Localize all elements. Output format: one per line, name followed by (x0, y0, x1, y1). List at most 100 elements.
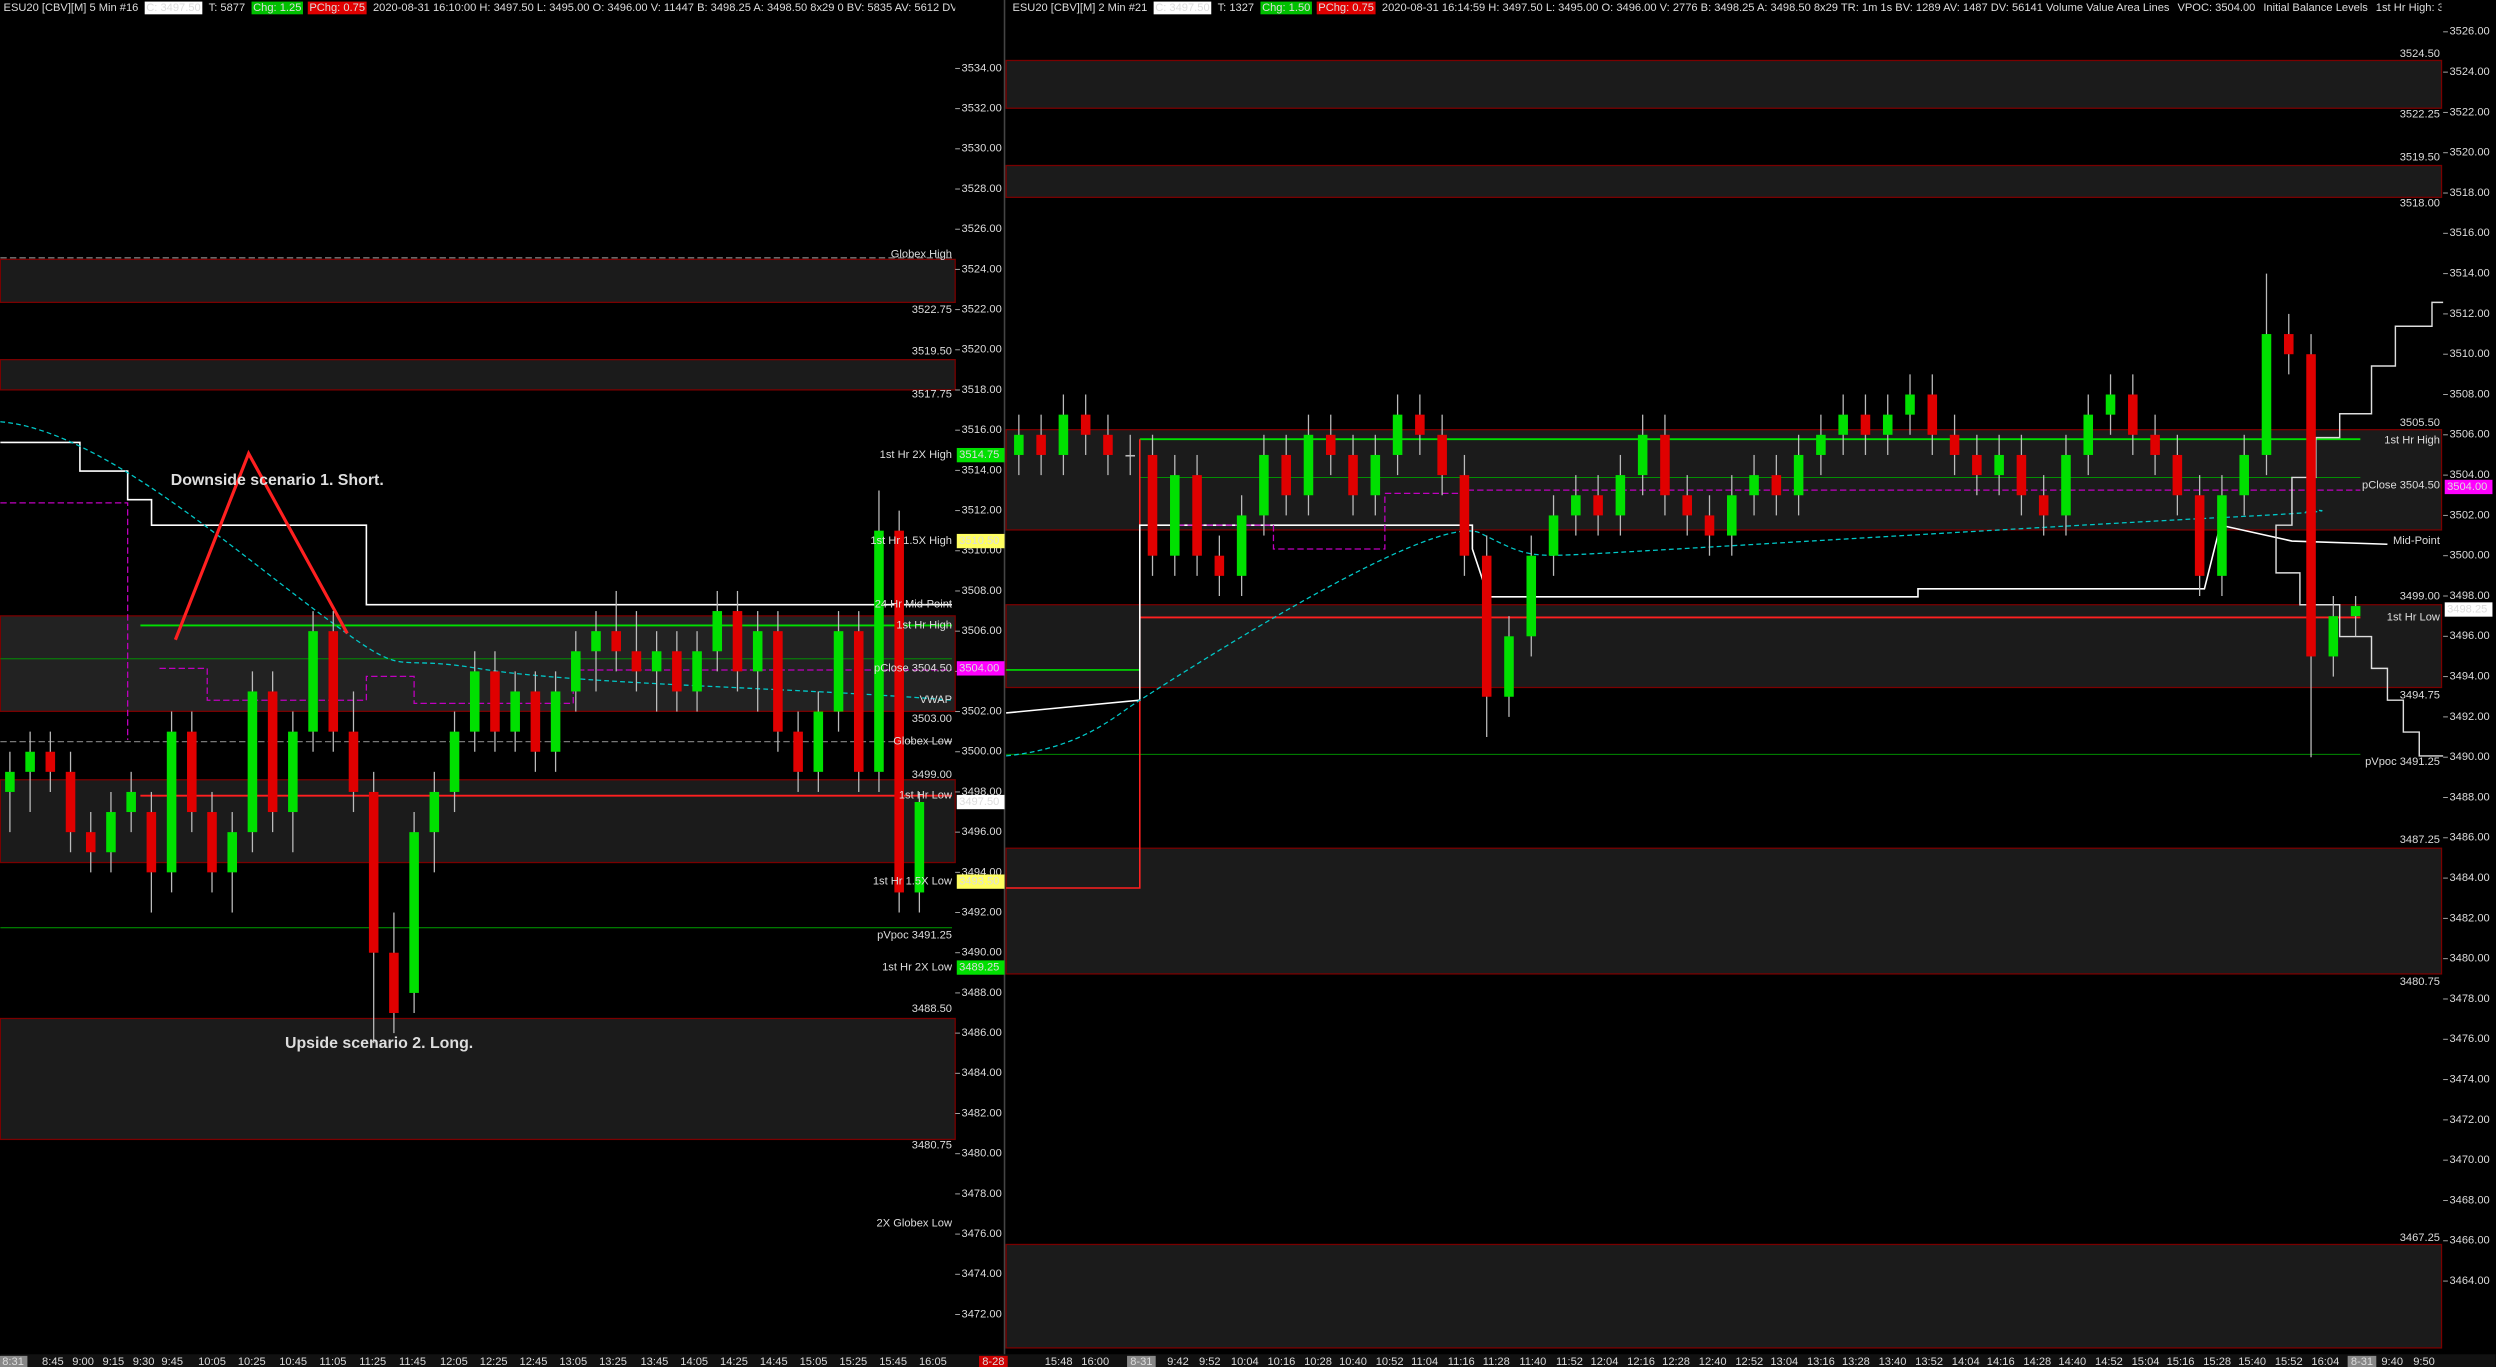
y-tick-label: 3522.00 (2449, 106, 2489, 118)
candle-body (1615, 475, 1626, 516)
y-tick-label: 3516.00 (2449, 227, 2489, 239)
y-tick-label: 3486.00 (2449, 832, 2489, 844)
y-tick-label: 3514.00 (2449, 268, 2489, 280)
candle-body (2172, 454, 2183, 496)
y-tick-label: 3480.00 (2449, 953, 2489, 965)
y-tick-label: 3470.00 (2449, 1154, 2489, 1166)
candle-body (490, 671, 500, 732)
header-text: PChg: 0.75 (1318, 2, 1374, 14)
y-tick-label: 3508.00 (2449, 388, 2489, 400)
y-tick-label: 3468.00 (2449, 1194, 2489, 1206)
candle-body (1771, 475, 1782, 496)
candle-body (65, 771, 76, 833)
candle-body (25, 751, 35, 772)
y-tick-label: 3532.00 (962, 103, 1002, 115)
price-badge-label: 3497.50 (959, 796, 999, 808)
candle-body (914, 801, 925, 893)
y-tick-label: 3508.00 (962, 585, 1002, 597)
candle-body (85, 832, 96, 853)
x-tick-label: 15:45 (879, 1356, 907, 1367)
candle-body (1571, 495, 1581, 516)
candle-body (732, 611, 743, 672)
x-tick-badge (2347, 1355, 2377, 1367)
candle-body (2306, 354, 2316, 657)
y-tick-label: 3514.00 (962, 464, 1002, 476)
candle-body (1080, 414, 1091, 435)
y-tick-label: 3506.00 (962, 625, 1002, 637)
level-label: 1st Hr 1.5X Low (873, 876, 953, 888)
candle-body (1147, 454, 1158, 556)
annotation: Upside scenario 2. Long. (285, 1035, 473, 1052)
candle-body (187, 731, 197, 813)
x-tick-label: 15:52 (2275, 1356, 2303, 1367)
level-label: 1st Hr High (2384, 435, 2440, 447)
y-tick-label: 3502.00 (2449, 509, 2489, 521)
level-label: Globex High (891, 249, 952, 261)
candle-body (833, 631, 844, 712)
x-tick-label: 11:04 (1411, 1356, 1438, 1367)
level-label: pClose 3504.50 (2362, 479, 2440, 491)
y-tick-label: 3472.00 (962, 1308, 1002, 1320)
candle-body (1236, 515, 1247, 576)
y-tick-label: 3502.00 (962, 705, 1002, 717)
level-label: 1st Hr 2X Low (882, 961, 953, 973)
candle-body (1036, 434, 1046, 455)
header-text: VPOC: 3504.00 (2177, 2, 2255, 14)
x-tick-label: 14:40 (2058, 1356, 2086, 1367)
header-badge (251, 1, 303, 15)
x-tick-label: 14:16 (1987, 1356, 2015, 1367)
candle-body (1949, 434, 1960, 455)
y-tick-label: 3486.00 (962, 1027, 1002, 1039)
candle-body (1816, 434, 1826, 455)
header-text: Chg: 1.25 (253, 2, 301, 14)
candle-body (631, 651, 642, 672)
x-tick-label: 9:42 (1167, 1356, 1189, 1367)
level-label: 3524.50 (2400, 48, 2440, 60)
candle-body (166, 731, 177, 873)
price-badge-label: 3504.00 (2447, 481, 2487, 493)
candle-body (267, 691, 278, 813)
candle-body (773, 631, 783, 732)
x-tick-label: 12:25 (480, 1356, 508, 1367)
candle-body (1481, 555, 1492, 697)
level-label: Mid-Point (2393, 535, 2441, 547)
y-tick-label: 3464.00 (2449, 1275, 2489, 1287)
level-label: 3505.50 (2400, 417, 2440, 429)
x-tick-label: 14:05 (680, 1356, 708, 1367)
x-tick-label: 11:45 (399, 1356, 426, 1367)
x-tick-label: 15:05 (800, 1356, 828, 1367)
x-tick-label: 12:28 (1662, 1356, 1690, 1367)
y-tick-label: 3496.00 (2449, 630, 2489, 642)
candle-body (1303, 434, 1314, 496)
level-label: 1st Hr 2X High (880, 449, 952, 461)
y-tick-label: 3504.00 (2449, 469, 2489, 481)
price-badge (956, 960, 1005, 975)
header-badge (1316, 1, 1376, 15)
candle-body (1972, 454, 1982, 476)
candle-body (2194, 495, 2205, 576)
annotation: Downside scenario 1. Short. (171, 472, 384, 489)
x-tick-label: 15:25 (839, 1356, 867, 1367)
x-axis-bar (0, 1354, 2496, 1367)
x-tick-label: 9:00 (72, 1356, 94, 1367)
candle-body (1994, 454, 2004, 476)
y-tick-label: 3506.00 (2449, 429, 2489, 441)
x-tick-label: 10:16 (1267, 1356, 1295, 1367)
candle-body (510, 691, 520, 732)
candle-body (348, 731, 359, 792)
header-text: PChg: 0.75 (309, 2, 365, 14)
x-tick-label: 15:48 (1045, 1356, 1073, 1367)
x-tick-label: 14:45 (760, 1356, 788, 1367)
candle-body (449, 731, 460, 792)
candle-body (813, 711, 824, 772)
candle-body (1214, 555, 1225, 576)
price-badge-label: 3489.25 (959, 961, 999, 973)
candle-body (389, 952, 399, 1014)
candle-body (2150, 434, 2160, 455)
candle-body (1682, 495, 1692, 516)
x-tick-label: 12:40 (1699, 1356, 1727, 1367)
x-tick-label: 10:45 (279, 1356, 307, 1367)
x-tick-label: 13:40 (1879, 1356, 1907, 1367)
candle-body (1793, 454, 1804, 496)
